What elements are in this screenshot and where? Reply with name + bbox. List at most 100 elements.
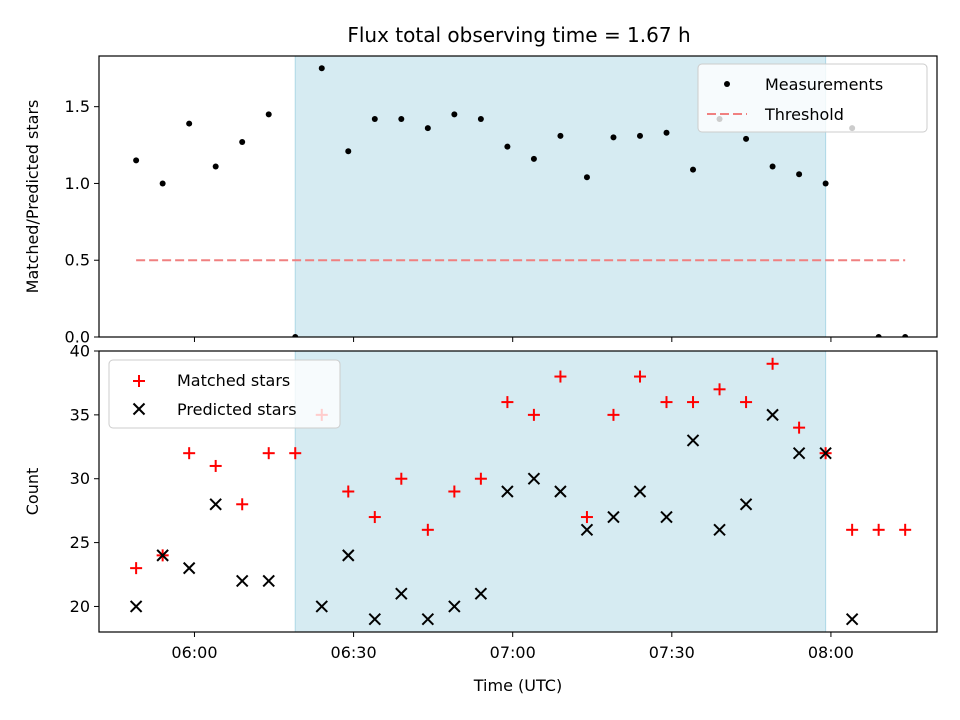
bottom-axes-frame — [98, 350, 938, 633]
measurement-point — [822, 180, 829, 187]
matched-stars-point — [289, 447, 302, 460]
predicted-stars-point — [474, 587, 488, 600]
matched-stars-point — [209, 459, 222, 472]
measurement-point — [743, 135, 750, 142]
matched-stars-point — [846, 523, 859, 536]
measurement-point — [610, 134, 617, 141]
measurement-point — [345, 148, 352, 155]
legend-measurements-label: Measurements — [765, 75, 883, 94]
matched-stars-point — [501, 396, 514, 409]
measurement-point — [583, 174, 590, 181]
top-legend-box — [697, 63, 928, 133]
predicted-stars-point — [580, 523, 594, 537]
predicted-stars-point — [156, 549, 169, 562]
predicted-stars-point — [368, 613, 382, 626]
measurement-point — [530, 155, 537, 162]
predicted-stars-point — [182, 561, 196, 575]
measurement-point — [371, 115, 378, 122]
measurement-point — [690, 166, 697, 173]
measurement-point — [186, 120, 193, 127]
xlabel: Time (UTC) — [473, 676, 562, 695]
bottom-ytick-label: 40 — [70, 342, 90, 361]
matched-stars-point — [262, 447, 275, 460]
matched-stars-point — [474, 472, 487, 485]
predicted-stars-point — [633, 485, 647, 498]
predicted-stars-point — [607, 510, 620, 524]
top-ytick-label: 0.0 — [65, 328, 90, 347]
matched-stars-point — [766, 357, 779, 370]
predicted-stars-point — [315, 600, 328, 613]
measurement-point — [902, 334, 909, 337]
bottom-ytick-label: 20 — [70, 597, 90, 616]
top-panel: 0.0 0.5 1.0 1.5 Matched/Predicted stars Measu… — [23, 55, 938, 347]
top-ytick-label: 0.5 — [65, 251, 90, 270]
bottom-legend: Matched stars Predicted stars — [108, 359, 341, 429]
legend-threshold-label: Threshold — [764, 105, 844, 124]
legend-predicted-label: Predicted stars — [177, 400, 297, 419]
measurement-point — [292, 334, 299, 337]
predicted-stars-point — [262, 574, 275, 588]
matched-stars-point — [687, 396, 700, 409]
xtick-label: 07:00 — [490, 643, 536, 662]
xtick-label: 08:00 — [808, 643, 854, 662]
matched-stars-point — [448, 485, 461, 498]
predicted-stars-point — [792, 446, 806, 460]
predicted-stars-point — [448, 600, 461, 613]
measurement-point — [133, 157, 140, 164]
measurement-point — [239, 138, 246, 145]
matched-stars-point — [633, 370, 646, 383]
predicted-stars-point — [819, 446, 832, 460]
predicted-stars-point — [686, 434, 700, 447]
legend-matched-marker — [133, 375, 145, 387]
bottom-ytick-label: 25 — [70, 533, 90, 552]
matched-stars-point — [342, 485, 355, 498]
measurement-point — [451, 111, 458, 118]
matched-stars-point — [183, 447, 196, 460]
top-ytick-label: 1.0 — [65, 174, 90, 193]
matched-stars-point — [660, 396, 673, 409]
legend-predicted-marker — [132, 402, 146, 416]
matched-stars-point — [395, 472, 408, 485]
bottom-legend-box — [108, 359, 341, 429]
top-legend: Measurements Threshold — [697, 63, 928, 133]
legend-matched-label: Matched stars — [177, 371, 290, 390]
predicted-stars-point — [421, 613, 435, 626]
measurement-point — [636, 132, 643, 139]
measurement-point — [504, 143, 511, 150]
measurement-point — [398, 115, 405, 122]
bottom-ylabel: Count — [23, 468, 42, 516]
xtick-label: 06:30 — [331, 643, 377, 662]
measurement-point — [212, 163, 219, 170]
bottom-plot-area — [129, 351, 912, 632]
predicted-stars-point — [129, 600, 143, 613]
legend-measurement-marker — [724, 81, 730, 87]
top-ytick-label: 1.5 — [65, 97, 90, 116]
matched-stars-point — [740, 396, 753, 409]
predicted-stars-point — [739, 498, 753, 511]
measurement-point — [663, 129, 670, 136]
matched-stars-point — [527, 408, 540, 421]
predicted-stars-point — [766, 408, 779, 422]
predicted-stars-point — [554, 485, 567, 498]
matched-stars-point — [607, 408, 620, 421]
measurement-point — [159, 180, 166, 187]
measurement-point — [265, 111, 272, 118]
predicted-stars-point — [342, 549, 355, 562]
measurement-point — [875, 334, 882, 337]
matched-stars-point — [130, 562, 143, 575]
measurement-point — [557, 132, 564, 139]
predicted-stars-point — [209, 498, 222, 511]
matched-stars-point — [713, 383, 726, 396]
measurement-point — [769, 163, 776, 170]
matched-stars-point — [872, 523, 885, 536]
measurement-point — [477, 115, 484, 122]
chart-title: Flux total observing time = 1.67 h — [347, 23, 690, 47]
matched-stars-point — [899, 523, 912, 536]
predicted-stars-point — [660, 510, 673, 524]
top-axes-frame — [98, 55, 938, 338]
predicted-stars-point — [845, 613, 859, 626]
matched-stars-point — [580, 511, 593, 524]
matched-stars-point — [368, 511, 381, 524]
